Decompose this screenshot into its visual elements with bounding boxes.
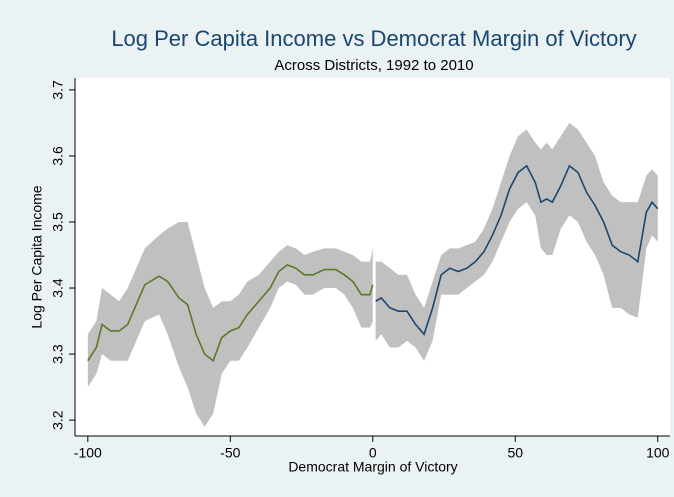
y-tick-label: 3.5 [50,212,66,232]
y-tick-label: 3.6 [50,146,66,166]
x-tick-label: 0 [369,445,377,461]
line [375,164,659,336]
x-tick-label: -50 [220,445,240,461]
y-tick-label: 3.3 [50,344,66,364]
chart-subtitle: Across Districts, 1992 to 2010 [274,57,473,74]
line [87,264,374,362]
x-tick-label: -100 [74,445,102,461]
confidence-band [375,122,658,361]
y-tick-label: 3.2 [50,410,66,430]
chart-title: Log Per Capita Income vs Democrat Margin… [111,26,636,51]
x-axis-label: Democrat Margin of Victory [288,459,457,475]
x-tick-label: 100 [646,445,670,461]
y-axis-label: Log Per Capita Income [29,185,45,328]
y-tick-label: 3.4 [50,278,66,298]
x-tick-label: 50 [507,445,523,461]
y-tick-label: 3.7 [50,80,66,100]
